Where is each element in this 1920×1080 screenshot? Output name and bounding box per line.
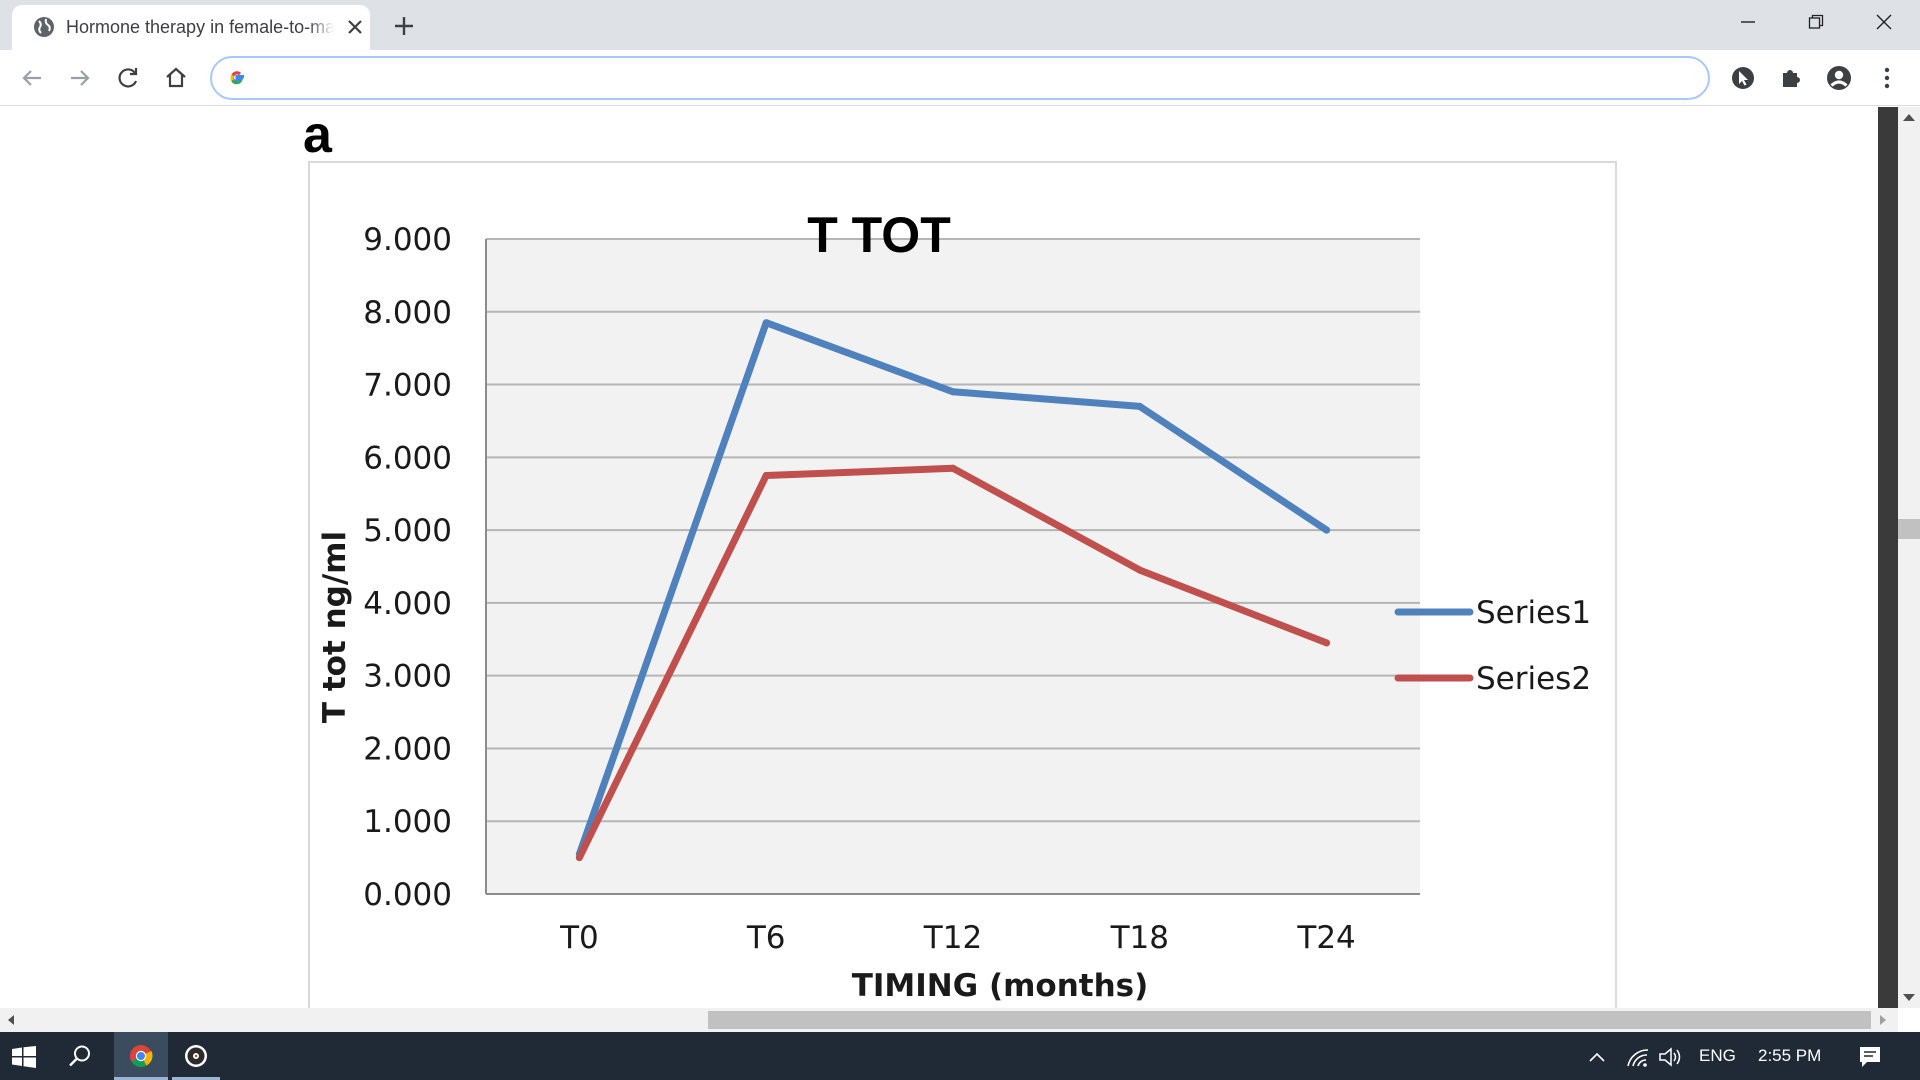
data-point xyxy=(1323,526,1331,534)
tab-title: Hormone therapy in female-to-male transs… xyxy=(66,17,334,38)
scroll-right-arrow[interactable] xyxy=(1880,1015,1886,1025)
wifi-icon[interactable] xyxy=(1626,1046,1650,1068)
address-bar[interactable] xyxy=(210,56,1710,100)
x-tick-label: T6 xyxy=(746,920,786,956)
y-tick-label: 8.000 xyxy=(363,295,452,331)
content-edge-bar xyxy=(1878,107,1898,1008)
x-tick-label: T12 xyxy=(923,920,982,956)
y-tick-label: 1.000 xyxy=(363,804,452,840)
close-icon[interactable] xyxy=(344,16,366,38)
data-point xyxy=(575,854,583,862)
chart-title: T TOT xyxy=(807,207,951,263)
plot-area xyxy=(486,239,1420,894)
scroll-down-arrow[interactable] xyxy=(1903,994,1915,1001)
y-tick-label: 3.000 xyxy=(363,659,452,695)
account-icon[interactable] xyxy=(1825,64,1853,92)
reload-icon[interactable] xyxy=(114,64,142,92)
google-icon xyxy=(230,71,244,85)
forward-icon[interactable] xyxy=(66,64,94,92)
windows-start-icon[interactable] xyxy=(12,1046,36,1068)
data-point xyxy=(1323,639,1331,647)
minimize-button[interactable] xyxy=(1714,0,1782,42)
search-icon[interactable] xyxy=(68,1044,92,1068)
chrome-icon xyxy=(130,1045,153,1067)
address-input[interactable] xyxy=(258,66,1688,90)
language-indicator[interactable]: ENG xyxy=(1699,1046,1736,1065)
page-content: a 0.000 1.000 2.000 3.000 4.000 5.000 6.000 7.0… xyxy=(0,107,1878,1008)
restore-button[interactable] xyxy=(1782,0,1850,42)
figure-frame: 0.000 1.000 2.000 3.000 4.000 5.000 6.000 7.000… xyxy=(308,161,1617,1008)
y-tick-label: 9.000 xyxy=(363,222,452,258)
data-point xyxy=(762,472,770,480)
taskbar-chrome-app[interactable] xyxy=(114,1032,168,1080)
scroll-left-arrow[interactable] xyxy=(8,1015,14,1025)
vertical-scrollbar[interactable] xyxy=(1898,107,1920,1008)
y-axis-title: T tot ng/ml xyxy=(317,531,353,723)
clock[interactable]: 2:55 PM xyxy=(1758,1046,1822,1065)
y-tick-label: 5.000 xyxy=(363,513,452,549)
horizontal-scroll-thumb[interactable] xyxy=(708,1011,1871,1029)
x-tick-label: T18 xyxy=(1110,920,1169,956)
line-chart: 0.000 1.000 2.000 3.000 4.000 5.000 6.000 7.000… xyxy=(317,207,1591,1004)
taskbar: ENG 2:55 PM xyxy=(0,1032,1920,1080)
cursor-extension-icon[interactable] xyxy=(1729,64,1757,92)
y-tick-label: 7.000 xyxy=(363,368,452,404)
data-point xyxy=(1136,566,1144,574)
window-close-icon xyxy=(1876,14,1892,30)
x-axis-title: TIMING (months) xyxy=(852,968,1149,1004)
y-tick-label: 0.000 xyxy=(363,877,452,913)
chevron-up-icon[interactable] xyxy=(1588,1050,1606,1064)
y-tick-label: 4.000 xyxy=(363,586,452,622)
back-icon[interactable] xyxy=(18,64,46,92)
legend-label: Series2 xyxy=(1476,661,1591,697)
plus-icon[interactable] xyxy=(390,12,418,40)
data-point xyxy=(1136,402,1144,410)
y-tick-label: 6.000 xyxy=(363,440,452,476)
x-tick-label: T24 xyxy=(1296,920,1355,956)
y-tick-label: 2.000 xyxy=(363,731,452,767)
vertical-scroll-thumb[interactable] xyxy=(1898,519,1920,539)
speaker-icon[interactable] xyxy=(1658,1046,1684,1068)
media-app-icon xyxy=(185,1045,207,1067)
taskbar-media-app[interactable] xyxy=(172,1032,220,1080)
notification-icon[interactable] xyxy=(1858,1045,1882,1069)
browser-tab[interactable]: Hormone therapy in female-to-male transs… xyxy=(12,5,370,50)
x-tick-label: T0 xyxy=(559,920,599,956)
scroll-up-arrow[interactable] xyxy=(1903,114,1915,121)
home-icon[interactable] xyxy=(162,64,190,92)
tab-strip: Hormone therapy in female-to-male transs… xyxy=(0,0,1920,50)
globe-icon xyxy=(34,17,54,37)
legend-label: Series1 xyxy=(1476,595,1591,631)
data-point xyxy=(949,388,957,396)
puzzle-icon[interactable] xyxy=(1777,64,1805,92)
minimize-icon xyxy=(1741,21,1755,23)
menu-icon[interactable] xyxy=(1873,64,1901,92)
restore-icon xyxy=(1808,14,1824,29)
window-close-button[interactable] xyxy=(1850,0,1918,42)
data-point xyxy=(949,464,957,472)
data-point xyxy=(762,319,770,327)
figure-panel-label: a xyxy=(303,107,332,164)
